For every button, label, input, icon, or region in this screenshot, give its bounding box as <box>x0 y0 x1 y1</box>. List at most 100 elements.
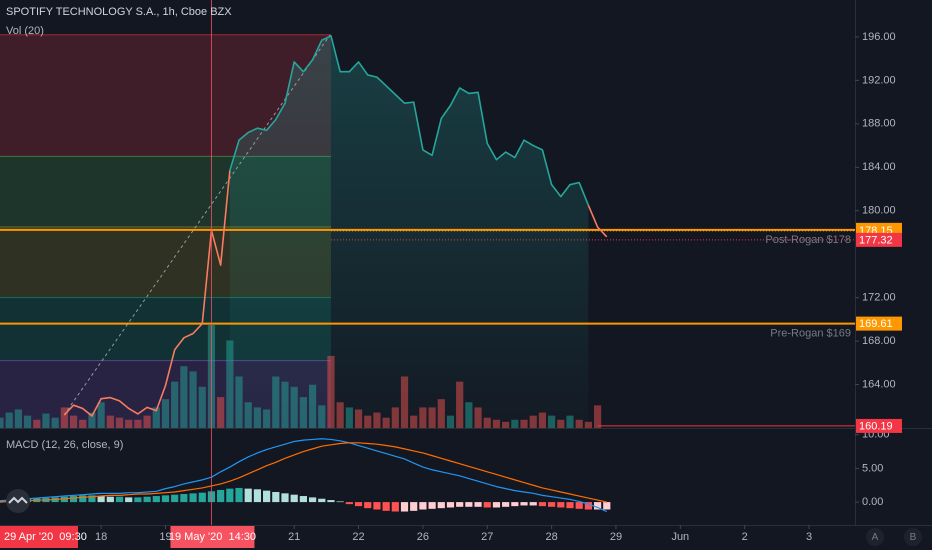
price-line <box>63 170 231 417</box>
scale-button[interactable] <box>904 528 922 546</box>
volume-bar <box>79 419 87 428</box>
macd-histogram-bar <box>290 494 298 503</box>
y-tick-label: 172.00 <box>862 292 896 304</box>
macd-histogram-bar <box>584 502 592 510</box>
macd-histogram-bar <box>400 502 409 512</box>
macd-histogram-bar <box>511 502 519 507</box>
macd-histogram-bar <box>244 488 252 503</box>
x-tick-label: 3 <box>806 531 812 543</box>
macd-histogram-bar <box>88 495 96 503</box>
macd-histogram-bar <box>143 496 151 503</box>
volume-bar <box>14 409 22 428</box>
macd-histogram-bar <box>79 495 87 503</box>
volume-bar <box>520 419 528 428</box>
volume-bar <box>171 381 179 428</box>
x-tick-label: 21 <box>288 531 300 543</box>
macd-histogram-bar <box>557 502 565 508</box>
macd-title: MACD (12, 26, close, 9) <box>6 439 123 451</box>
macd-histogram-bar <box>226 488 234 503</box>
macd-histogram-bar <box>125 497 133 503</box>
volume-bar <box>69 415 78 428</box>
macd-histogram-bar <box>189 493 197 503</box>
scale-button-label[interactable]: B <box>910 532 917 543</box>
macd-histogram-bar <box>520 502 528 506</box>
volume-bar <box>584 421 592 428</box>
volume-bar <box>419 407 427 428</box>
macd-histogram-bar <box>354 502 363 507</box>
y-tick-label: 180.00 <box>862 205 896 217</box>
y-tick-label: 184.00 <box>862 161 896 173</box>
macd-histogram-bar <box>299 496 307 503</box>
macd-histogram-bar <box>235 487 243 503</box>
x-tick-label: 29 <box>610 531 622 543</box>
macd-histogram-bar <box>502 502 510 507</box>
macd-histogram-bar <box>419 502 427 510</box>
macd-histogram-bar <box>152 496 160 503</box>
y-tick-label: 192.00 <box>862 74 896 86</box>
crosshair-label: 19 May '20 14:30 <box>169 531 256 543</box>
macd-layer <box>0 438 611 513</box>
macd-histogram-bar <box>382 502 390 511</box>
macd-histogram-bar <box>575 502 583 509</box>
volume-bar <box>557 419 565 428</box>
price-line <box>229 35 590 206</box>
volume-bar <box>263 409 271 428</box>
crosshair-label-box <box>170 526 255 548</box>
volume-bar <box>446 415 455 428</box>
volume-bar <box>152 407 160 428</box>
signal-line <box>0 442 607 503</box>
y-tick-label: 168.00 <box>862 335 896 347</box>
volume-title: Vol (20) <box>6 25 44 37</box>
scale-button[interactable] <box>866 528 884 546</box>
volume-bar <box>125 419 133 428</box>
price-layer <box>63 35 608 417</box>
price-label-box <box>856 316 902 331</box>
x-tick-label: 26 <box>417 531 429 543</box>
macd-histogram-bar <box>263 490 271 503</box>
level-annotation: Pre-Rogan $169 <box>770 328 851 340</box>
volume-bar <box>23 415 32 428</box>
volume-bar <box>593 405 602 428</box>
volume-bar <box>198 386 206 428</box>
x-tick-label: 28 <box>545 531 557 543</box>
volume-bar <box>51 417 59 428</box>
macd-histogram-bar <box>391 502 399 512</box>
x-tick-label: Jun <box>671 531 689 543</box>
macd-histogram-bar <box>115 496 124 503</box>
macd-histogram-bar <box>97 496 105 503</box>
macd-histogram-bar <box>465 502 473 507</box>
macd-histogram-bar <box>410 502 418 511</box>
volume-bar <box>88 412 96 428</box>
macd-histogram-bar <box>134 497 142 503</box>
macd-histogram-bar <box>69 496 78 503</box>
price-label: 169.61 <box>859 318 893 330</box>
chart-title: SPOTIFY TECHNOLOGY S.A., 1h, Cboe BZX <box>6 6 232 18</box>
y-tick-label: 164.00 <box>862 378 896 390</box>
volume-bar <box>226 340 234 428</box>
scale-button-label[interactable]: A <box>872 532 879 543</box>
volume-bar <box>465 402 473 428</box>
macd-histogram-bar <box>428 502 436 509</box>
area-layer <box>229 35 589 428</box>
volume-bar <box>511 419 519 428</box>
volume-bar <box>253 407 262 428</box>
macd-histogram-bar <box>593 502 602 510</box>
volume-bar <box>364 415 372 428</box>
logo <box>6 489 30 513</box>
volume-bar <box>180 366 188 428</box>
volume-bar <box>428 407 436 428</box>
volume-bar <box>318 405 326 428</box>
y-tick-label: 188.00 <box>862 118 896 130</box>
macd-histogram-bar <box>217 489 225 503</box>
macd-histogram-bar <box>446 502 455 508</box>
volume-bar <box>290 386 298 428</box>
volume-bar <box>244 402 252 428</box>
macd-line <box>0 438 608 513</box>
volume-bar <box>5 412 13 428</box>
macd-histogram-bar <box>171 494 179 503</box>
x-tick-label: 2 <box>742 531 748 543</box>
macd-histogram-bar <box>373 502 381 510</box>
volume-bar <box>281 381 289 428</box>
